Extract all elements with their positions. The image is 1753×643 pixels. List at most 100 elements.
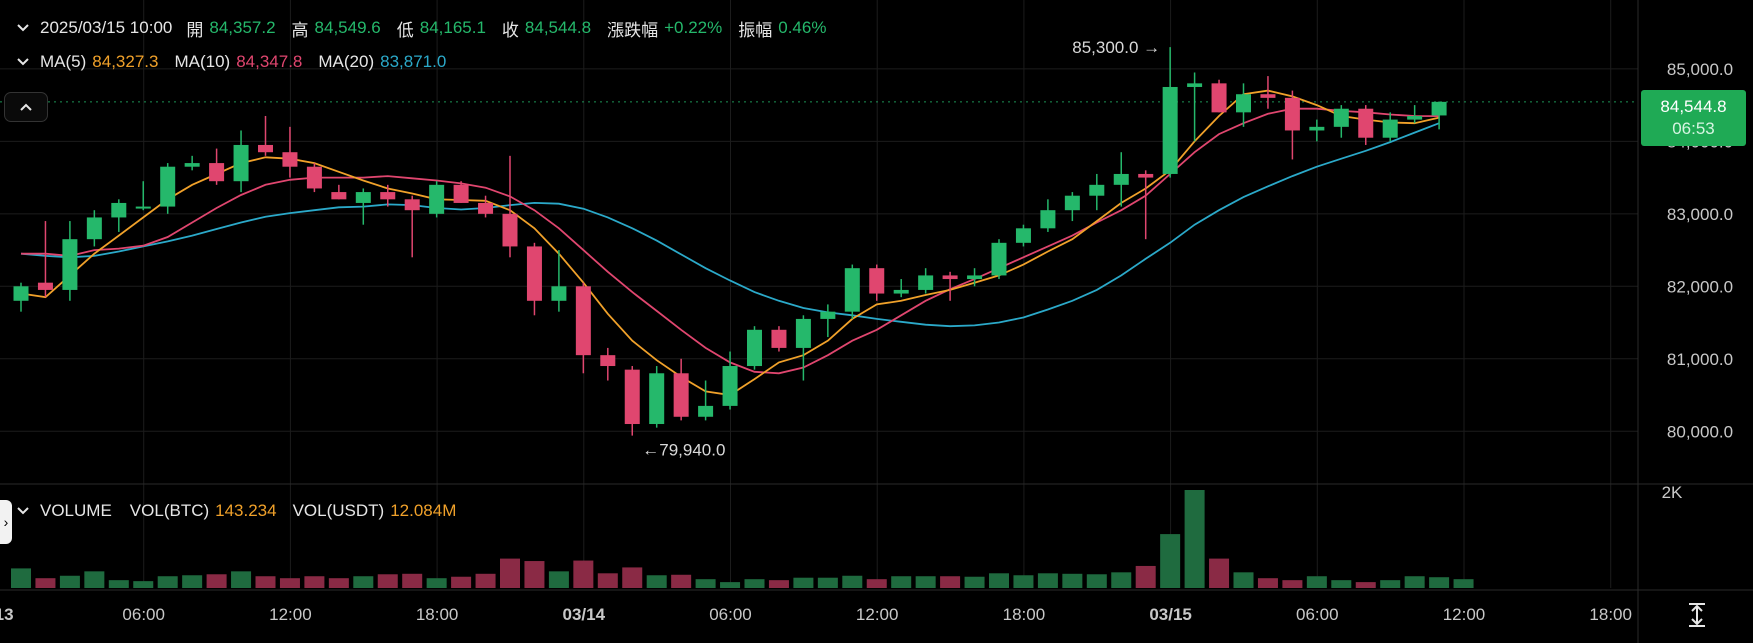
candle	[355, 188, 371, 225]
candle-body	[135, 206, 151, 209]
candle	[1113, 152, 1129, 207]
volume-bar	[35, 578, 56, 588]
chevron-down-icon[interactable]	[12, 17, 34, 39]
y-tick-label: 81,000.0	[1667, 350, 1733, 369]
change-value: +0.22%	[664, 18, 723, 37]
volume-bar	[475, 573, 496, 588]
volume-bar	[182, 575, 203, 588]
candle-body	[233, 144, 249, 182]
candle-series	[13, 47, 1447, 436]
volume-bar	[817, 577, 838, 588]
current-price: 84,544.8	[1660, 97, 1727, 116]
candle	[1162, 47, 1178, 178]
candle	[453, 181, 469, 203]
x-tick-label: 12:00	[856, 605, 899, 624]
volume-bar	[573, 560, 594, 588]
candle	[1309, 119, 1325, 142]
candle-body	[62, 239, 78, 290]
candle-body	[1162, 86, 1178, 174]
volume-bar	[915, 576, 936, 588]
candle	[380, 184, 396, 207]
candle	[795, 315, 811, 381]
candle-body	[820, 311, 836, 319]
collapse-legend-button[interactable]	[4, 92, 48, 122]
candle-body	[893, 289, 909, 294]
candle	[1064, 192, 1080, 222]
volume-bar	[451, 576, 472, 588]
volume-bar	[1184, 490, 1205, 588]
chevron-down-icon[interactable]	[12, 500, 34, 522]
expand-panel-button[interactable]: ›	[0, 500, 12, 544]
candle-body	[209, 163, 225, 182]
low-value: 84,165.1	[419, 18, 486, 37]
volume-bar	[231, 571, 252, 588]
candle-body	[600, 355, 616, 367]
amplitude-label: 振幅	[738, 20, 773, 40]
candle	[747, 326, 762, 370]
candle-body	[453, 184, 469, 203]
candle-body	[1187, 83, 1203, 87]
candle-body	[722, 366, 738, 406]
candle	[551, 250, 567, 312]
candle	[624, 366, 640, 436]
candle	[502, 155, 518, 258]
candle-body	[1064, 195, 1080, 211]
x-tick-label: 06:00	[1296, 605, 1339, 624]
candle	[844, 264, 860, 319]
candle-body	[1040, 210, 1056, 229]
auto-scale-icon[interactable]	[1686, 602, 1708, 628]
volume-bar	[1135, 565, 1156, 588]
amplitude-value: 0.46%	[778, 18, 827, 37]
candle	[673, 358, 689, 421]
volume-bar	[548, 571, 569, 588]
volume-bar	[1013, 575, 1034, 588]
chevron-down-icon[interactable]	[12, 51, 34, 73]
candle-body	[698, 405, 714, 417]
candle	[722, 351, 738, 410]
volume-bar	[989, 573, 1009, 588]
volume-title: VOLUME	[40, 501, 112, 520]
candle	[37, 221, 53, 298]
candle	[184, 155, 200, 171]
candle	[820, 304, 836, 338]
x-tick-label: 03/15	[1149, 605, 1192, 624]
candle-body	[844, 268, 860, 312]
candle-body	[258, 144, 273, 153]
volume-bar	[1453, 579, 1474, 588]
x-tick-label: 06:00	[709, 605, 752, 624]
candle	[771, 326, 787, 352]
current-price-tag: 84,544.8 06:53	[1641, 90, 1746, 146]
candle	[135, 181, 151, 211]
volume-bar	[671, 574, 692, 588]
volume-bar	[328, 578, 349, 588]
candle	[1284, 90, 1300, 160]
candle-body	[1382, 119, 1398, 138]
volume-bar	[157, 576, 178, 588]
candle-body	[306, 166, 322, 189]
change-label: 漲跌幅	[607, 20, 659, 40]
volume-bar	[426, 578, 447, 588]
candle-body	[502, 213, 518, 247]
candle	[649, 366, 665, 428]
volume-bar	[1331, 580, 1352, 588]
vol-btc-value: 143.234	[215, 501, 277, 520]
candle	[575, 282, 591, 374]
candle-body	[1260, 94, 1276, 98]
candle-body	[355, 192, 371, 203]
candle-body	[1211, 83, 1227, 113]
candle-body	[869, 268, 885, 294]
volume-bar	[377, 574, 398, 588]
ma20-line-layer	[20, 122, 1440, 328]
ma-legend: MA(5) 84,327.3 MA(10) 84,347.8 MA(20) 83…	[0, 50, 462, 74]
candle	[160, 163, 176, 214]
candle	[1211, 79, 1227, 113]
candle	[1187, 72, 1203, 142]
volume-bar	[793, 577, 814, 588]
candle	[526, 242, 542, 316]
volume-bar	[891, 576, 912, 588]
volume-bar	[866, 579, 887, 588]
candle	[1236, 83, 1251, 127]
candle-body	[991, 242, 1007, 276]
